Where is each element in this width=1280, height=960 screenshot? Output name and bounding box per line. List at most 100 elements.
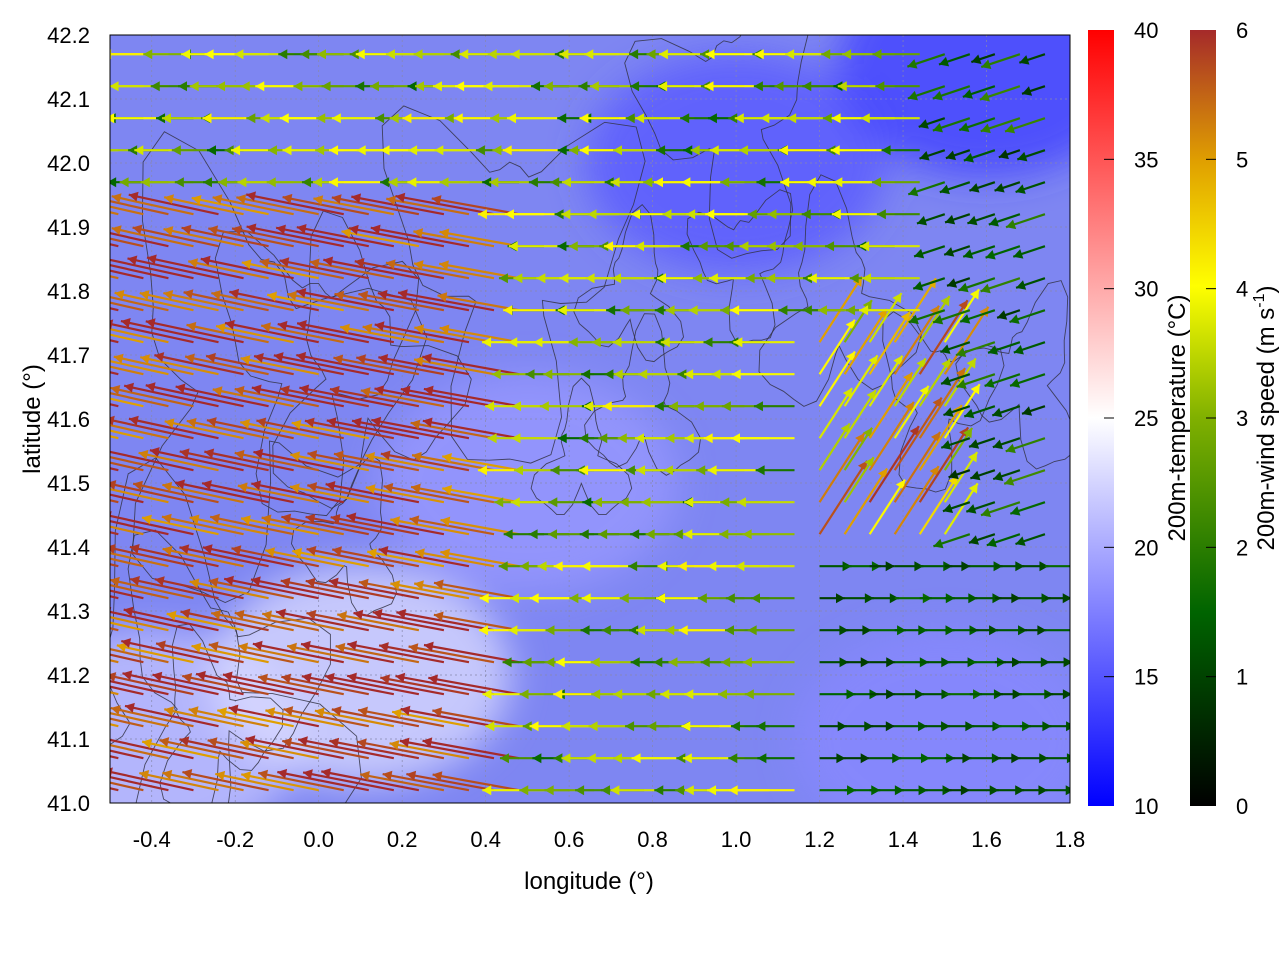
- wind-arrow: [277, 768, 369, 792]
- wind-arrow-head: [380, 177, 390, 188]
- wind-arrow: [365, 484, 445, 504]
- wind-arrow: [280, 577, 369, 600]
- wind-arrow-head: [992, 407, 1003, 418]
- wind-arrow-head: [860, 113, 870, 124]
- wind-arrow: [411, 451, 495, 472]
- wind-arrow-shaft: [290, 453, 369, 472]
- wind-arrow-head: [111, 225, 122, 236]
- wind-arrow-shaft: [110, 275, 119, 280]
- wind-arrow: [110, 749, 144, 760]
- wind-arrow-head: [250, 576, 261, 587]
- wind-arrow-head: [229, 288, 240, 299]
- wind-arrow-head: [705, 49, 715, 60]
- wind-arrow-head: [146, 254, 157, 265]
- wind-arrow-shaft: [359, 773, 445, 792]
- wind-arrow: [183, 289, 269, 312]
- wind-arrow: [994, 753, 1021, 764]
- wind-arrow-head: [162, 769, 173, 780]
- wind-arrow-head: [166, 610, 177, 621]
- wind-arrow-shaft: [326, 419, 420, 440]
- wind-arrow-shaft: [110, 392, 169, 408]
- wind-arrow-head: [407, 177, 417, 188]
- wind-arrow-head: [960, 785, 970, 796]
- wind-arrow-shaft: [296, 354, 395, 376]
- wind-arrow-head: [355, 49, 365, 60]
- wind-arrow-head: [606, 305, 616, 316]
- wind-arrow-shaft: [397, 291, 495, 312]
- wind-arrow-head: [733, 337, 743, 348]
- wind-arrow-shaft: [918, 404, 963, 471]
- wind-arrow: [224, 319, 319, 344]
- wind-arrow-head: [502, 145, 512, 156]
- wind-arrow-shaft: [818, 319, 856, 375]
- wind-arrow: [245, 735, 344, 760]
- wind-arrow-head: [932, 90, 943, 101]
- wind-arrow-shaft: [432, 709, 520, 728]
- wind-arrow-shaft: [129, 545, 219, 568]
- wind-arrow-shaft: [207, 739, 294, 760]
- wind-arrow-head: [581, 561, 591, 572]
- wind-arrow-head: [1062, 689, 1070, 700]
- wind-arrow: [943, 288, 980, 343]
- wind-arrow: [918, 358, 952, 407]
- wind-arrow-shaft: [433, 613, 520, 632]
- wind-arrow: [868, 479, 906, 535]
- wind-arrow-head: [945, 150, 957, 161]
- wind-arrow-head: [604, 177, 614, 188]
- wind-arrow-shaft: [124, 704, 219, 728]
- wind-arrow: [366, 548, 445, 568]
- wind-arrow: [844, 721, 874, 732]
- wind-arrow-head: [802, 81, 812, 92]
- wind-arrow-shaft: [439, 326, 520, 344]
- wind-arrow-head: [907, 59, 918, 69]
- wind-arrow-shaft: [282, 195, 369, 216]
- wind-arrow-head: [658, 49, 668, 60]
- wind-arrow-head: [767, 209, 777, 220]
- wind-arrow-head: [188, 706, 199, 717]
- wind-arrow-head: [110, 113, 115, 124]
- wind-arrow-shaft: [302, 771, 395, 792]
- wind-arrow-head: [206, 352, 216, 363]
- wind-arrow-head: [386, 195, 397, 206]
- wind-arrow: [357, 706, 445, 728]
- wind-arrow-shaft: [440, 518, 520, 536]
- wind-arrow: [289, 483, 369, 504]
- wind-arrow-head: [400, 385, 411, 396]
- wind-arrow-head: [581, 369, 591, 380]
- wind-arrow-head: [413, 260, 424, 270]
- wind-arrow-head: [525, 369, 535, 380]
- wind-arrow-shaft: [159, 739, 244, 760]
- wind-arrow-shaft: [208, 227, 294, 248]
- wind-arrow-shaft: [212, 196, 294, 216]
- wind-arrow-head: [32, 544, 42, 554]
- wind-arrow-shaft: [301, 675, 395, 696]
- wind-arrow-head: [390, 580, 401, 591]
- wind-arrow: [304, 417, 395, 440]
- wind-arrow: [818, 432, 866, 503]
- colorbar-tick-label: 35: [1134, 147, 1158, 172]
- wind-arrow-shaft: [893, 305, 940, 375]
- wind-arrow-head: [933, 314, 944, 325]
- wind-arrow-head: [663, 465, 673, 476]
- wind-arrow: [912, 277, 946, 291]
- wind-arrow-head: [258, 769, 269, 780]
- wind-arrow-shaft: [265, 549, 344, 568]
- wind-arrow: [356, 354, 445, 376]
- wind-arrow-head: [831, 113, 841, 124]
- wind-arrow-head: [326, 417, 337, 428]
- wind-arrow: [329, 385, 420, 408]
- colorbar-tick-label: 3: [1236, 406, 1248, 431]
- wind-arrow-head: [261, 514, 272, 525]
- wind-arrow: [110, 461, 144, 472]
- wind-arrow: [139, 770, 219, 792]
- wind-arrow-head: [919, 385, 929, 397]
- wind-arrow: [358, 578, 445, 600]
- wind-arrow: [155, 640, 244, 664]
- wind-arrow: [212, 386, 294, 408]
- wind-arrow: [881, 145, 920, 156]
- wind-arrow-shaft: [390, 518, 470, 536]
- wind-arrow-shaft: [370, 226, 470, 248]
- wind-arrow: [110, 576, 194, 600]
- wind-arrow-shaft: [110, 232, 169, 248]
